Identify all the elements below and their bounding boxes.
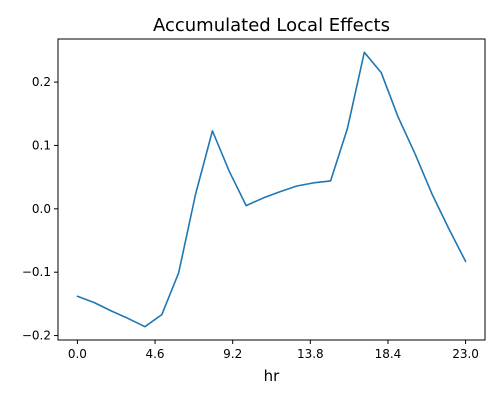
x-tick-label: 9.2	[223, 347, 242, 361]
y-tick-label: 0.1	[32, 138, 51, 152]
y-tick-label: −0.2	[22, 329, 51, 343]
axes-frame	[57, 38, 486, 341]
x-tick-label: 0.0	[68, 347, 87, 361]
y-tick-label: −0.1	[22, 265, 51, 279]
y-tick-label: 0.0	[32, 202, 51, 216]
x-axis-ticks: 0.0 4.6 9.2 13.8 18.4 23.0	[68, 340, 479, 361]
x-tick-label: 23.0	[452, 347, 479, 361]
x-tick-label: 18.4	[375, 347, 402, 361]
series-layer	[76, 51, 467, 328]
y-axis-ticks: −0.2 −0.1 0.0 0.1 0.2	[22, 75, 58, 343]
x-tick-label: 13.8	[297, 347, 324, 361]
y-tick-label: 0.2	[32, 75, 51, 89]
x-tick-label: 4.6	[145, 347, 164, 361]
chart-title: Accumulated Local Effects	[153, 15, 390, 36]
series-line-0	[76, 51, 467, 328]
x-axis-label: hr	[264, 367, 281, 385]
